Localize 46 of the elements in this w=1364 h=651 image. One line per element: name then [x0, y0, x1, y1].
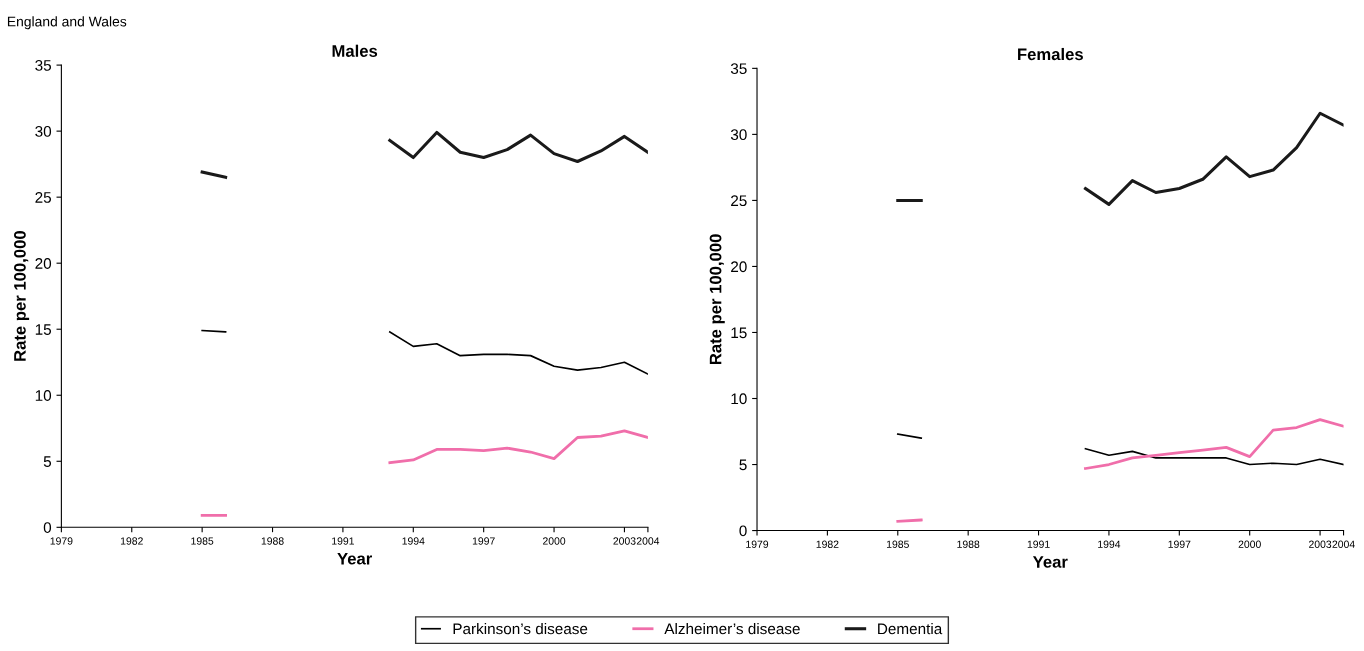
legend-label: Dementia [878, 623, 943, 635]
y-axis-title: Rate per 100,000 [14, 231, 30, 361]
y-axis-title: Rate per 100,000 [709, 234, 725, 365]
y-tick-label: 5 [43, 456, 52, 467]
x-tick-label: 1985 [191, 537, 214, 545]
legend-label: Alzheimer’s disease [664, 623, 800, 635]
text: England and Wales [7, 16, 127, 30]
y-tick-label: 30 [730, 129, 747, 141]
x-tick-label: 1997 [1168, 540, 1191, 548]
x-tick-label: 2003 [613, 537, 636, 545]
x-tick-label: 2000 [543, 537, 566, 545]
x-tick-label: 1997 [472, 537, 495, 545]
x-tick-label: 1982 [120, 537, 143, 545]
x-axis-title: Year [1032, 556, 1068, 568]
y-tick-label: 20 [731, 261, 747, 273]
x-tick-label: 2004 [1332, 540, 1355, 548]
x-tick-label: 1994 [402, 537, 425, 545]
chart-title: Females [1018, 47, 1083, 61]
y-tick-label: 10 [35, 390, 52, 401]
y-tick-label: 20 [35, 258, 52, 269]
y-tick-label: 15 [35, 324, 52, 335]
x-tick-label: 2004 [636, 537, 660, 545]
x-axis-title: Year [337, 552, 372, 565]
y-tick-label: 35 [730, 63, 747, 75]
x-tick-label: 1994 [1098, 540, 1121, 548]
x-tick-label: 1988 [261, 537, 284, 545]
x-tick-label: 2000 [1238, 540, 1261, 548]
y-tick-label: 25 [731, 195, 747, 207]
y-tick-label: 30 [35, 126, 52, 137]
x-tick-label: 1979 [746, 540, 769, 548]
y-tick-label: 5 [739, 459, 747, 471]
y-tick-label: 15 [731, 327, 747, 339]
x-tick-label: 2003 [1309, 540, 1332, 548]
x-tick-label: 1991 [332, 537, 354, 545]
chart-title: Males [332, 44, 378, 57]
y-tick-label: 0 [43, 522, 52, 533]
y-tick-label: 10 [731, 393, 747, 405]
x-tick-label: 1979 [50, 537, 73, 545]
y-tick-label: 25 [35, 192, 52, 203]
x-tick-label: 1988 [957, 540, 980, 548]
y-tick-label: 35 [35, 59, 52, 71]
x-tick-label: 1982 [816, 540, 839, 548]
x-tick-label: 1991 [1027, 540, 1050, 548]
x-tick-label: 1985 [886, 540, 909, 548]
y-tick-label: 0 [739, 525, 747, 537]
legend-label: Parkinson’s disease [453, 623, 588, 635]
